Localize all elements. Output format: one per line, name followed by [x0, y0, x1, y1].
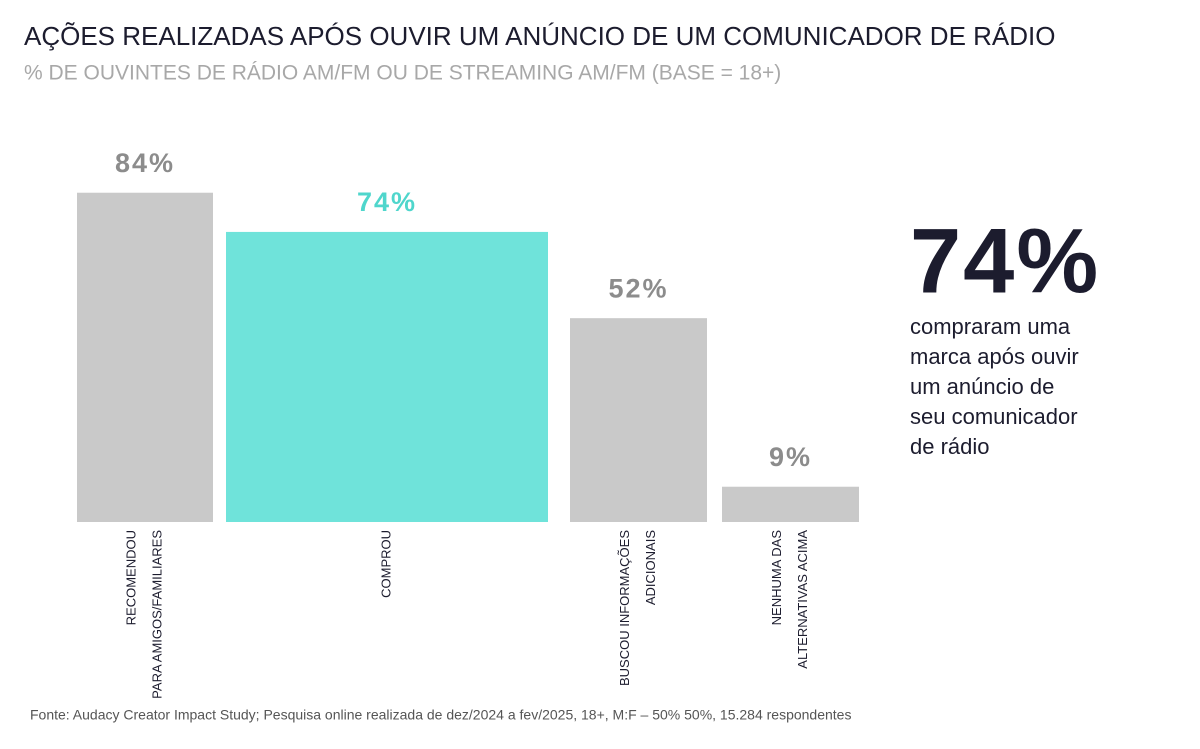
source-note: Fonte: Audacy Creator Impact Study; Pesq…	[30, 707, 851, 723]
category-label: BUSCOU INFORMAÇÕES	[617, 530, 632, 686]
callout-value: 74%	[910, 210, 1100, 312]
callout-text: um anúncio de	[910, 374, 1054, 399]
chart-title: AÇÕES REALIZADAS APÓS OUVIR UM ANÚNCIO D…	[24, 21, 1055, 51]
callout-text: marca após ouvir	[910, 344, 1079, 369]
bar	[570, 318, 707, 522]
bar	[77, 192, 213, 522]
category-label: ALTERNATIVAS ACIMA	[795, 530, 810, 669]
category-label: NENHUMA DAS	[769, 530, 784, 626]
value-label: 74%	[357, 187, 417, 217]
value-label: 9%	[769, 442, 812, 472]
category-label: ADICIONAIS	[643, 530, 658, 605]
chart-subtitle: % DE OUVINTES DE RÁDIO AM/FM OU DE STREA…	[24, 62, 781, 85]
bar	[722, 486, 859, 522]
category-label: RECOMENDOU	[123, 530, 138, 625]
bar	[226, 231, 548, 523]
callout-text: compraram uma	[910, 314, 1071, 339]
callout-text: seu comunicador	[910, 404, 1078, 429]
category-label: COMPROU	[378, 530, 393, 598]
category-label: PARA AMIGOS/FAMILIARES	[149, 530, 164, 699]
value-label: 52%	[608, 273, 668, 303]
callout-text: de rádio	[910, 434, 990, 459]
value-label: 84%	[115, 148, 175, 178]
